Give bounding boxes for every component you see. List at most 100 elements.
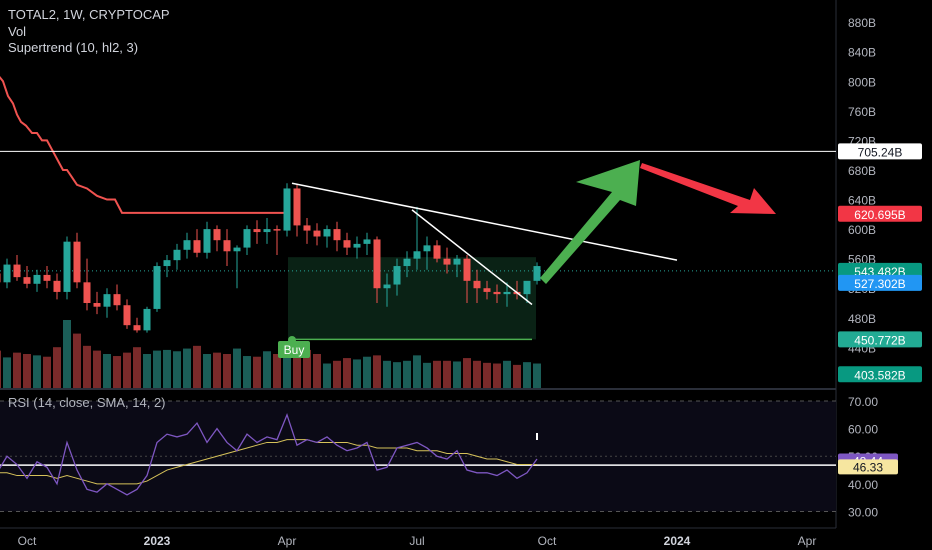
volume-bar	[503, 360, 511, 388]
volume-bar	[373, 355, 381, 388]
volume-bar	[443, 360, 451, 388]
price-label: 527.302B	[854, 277, 905, 291]
candle-body	[303, 225, 311, 231]
rsi-line	[0, 412, 538, 496]
candle-body	[273, 229, 281, 231]
time-tick-label: Oct	[538, 534, 557, 548]
rsi-legend[interactable]: RSI (14, close, SMA, 14, 2)	[8, 395, 166, 410]
rsi-tick-label: 40.00	[848, 478, 878, 492]
time-tick-label: 2023	[144, 534, 171, 548]
buy-label-box	[278, 341, 310, 358]
volume-bar	[63, 320, 71, 388]
candle-body	[33, 274, 41, 284]
volume-bar	[143, 354, 151, 388]
candle-body	[283, 188, 291, 231]
candle-body	[473, 280, 481, 289]
candle-body	[233, 247, 241, 252]
candle-body	[373, 239, 381, 289]
price-label-box	[838, 331, 922, 348]
price-tick-label: 800B	[848, 75, 876, 89]
volume-bar	[423, 362, 431, 388]
candle-body	[293, 188, 301, 226]
time-tick-label: Apr	[798, 534, 817, 548]
candle-body	[123, 305, 131, 326]
candle-body	[443, 258, 451, 265]
volume-bar	[273, 354, 281, 388]
volume-bar	[43, 356, 51, 388]
rsi-marker	[536, 433, 538, 440]
volume-bar	[103, 354, 111, 388]
volume-bar	[253, 356, 261, 388]
candle-body	[333, 229, 341, 241]
candle-body	[73, 241, 81, 283]
buy-zone	[288, 257, 536, 340]
candle-body	[403, 258, 411, 267]
candle-body	[63, 241, 71, 292]
volume-bar	[433, 360, 441, 388]
candle-body	[93, 303, 101, 307]
price-tick-label: 840B	[848, 46, 876, 60]
volume-bar	[193, 345, 201, 388]
volume-bar	[313, 354, 321, 388]
buy-label: Buy	[284, 343, 305, 357]
volume-bar	[113, 356, 121, 388]
supertrend-legend[interactable]: Supertrend (10, hl2, 3)	[8, 40, 139, 55]
volume-bar	[383, 360, 391, 388]
price-label: 403.582B	[854, 368, 905, 382]
volume-bar	[73, 333, 81, 388]
price-label-box	[838, 143, 922, 160]
price-label-box	[838, 274, 922, 291]
candle-body	[133, 325, 141, 331]
candle-body	[173, 249, 181, 261]
volume-bar	[53, 347, 61, 388]
price-label: 450.772B	[854, 333, 905, 347]
green-arrow	[540, 160, 640, 284]
rsi-label: 46.33	[853, 460, 883, 474]
volume-bar	[213, 352, 221, 388]
rsi-label-box	[838, 459, 898, 475]
candle-body	[223, 240, 231, 252]
price-label-box	[838, 205, 922, 222]
price-label-box	[838, 366, 922, 383]
candle-body	[313, 230, 321, 237]
volume-bar	[323, 363, 331, 388]
volume-bar	[263, 351, 271, 388]
volume-bar	[133, 347, 141, 388]
volume-bar	[153, 350, 161, 388]
candle-body	[463, 258, 471, 281]
volume-legend[interactable]: Vol	[8, 24, 27, 39]
price-tick-label: 880B	[848, 16, 876, 30]
volume-bar	[363, 356, 371, 388]
volume-bar	[493, 363, 501, 388]
volume-bar	[243, 356, 251, 388]
volume-bar	[513, 364, 521, 388]
volume-bar	[223, 354, 231, 388]
symbol-legend[interactable]: TOTAL2, 1W, CRYPTOCAP	[8, 7, 170, 22]
buy-marker	[288, 336, 296, 344]
candle-body	[113, 294, 121, 306]
volume-bar	[333, 360, 341, 388]
price-label: 705.24B	[858, 145, 903, 159]
candle-body	[143, 308, 151, 331]
rsi-tick-label: 30.00	[848, 505, 878, 519]
volume-bar	[0, 350, 1, 388]
rsi-tick-label: 60.00	[848, 423, 878, 437]
volume-bar	[83, 345, 91, 388]
candle-body	[363, 239, 371, 244]
volume-bar	[533, 363, 541, 388]
candle-body	[243, 229, 251, 248]
time-tick-label: 2024	[664, 534, 691, 548]
candle-body	[353, 243, 361, 248]
volume-bar	[453, 361, 461, 388]
candle-body	[343, 240, 351, 248]
candle-body	[413, 251, 421, 259]
trendline	[411, 209, 533, 306]
candle-body	[83, 282, 91, 304]
candle-body	[393, 266, 401, 285]
candle-body	[13, 264, 21, 278]
candle-body	[213, 229, 221, 241]
rsi-ma-line	[0, 439, 537, 485]
time-tick-label: Jul	[409, 534, 424, 548]
supertrend-line	[0, 76, 287, 214]
